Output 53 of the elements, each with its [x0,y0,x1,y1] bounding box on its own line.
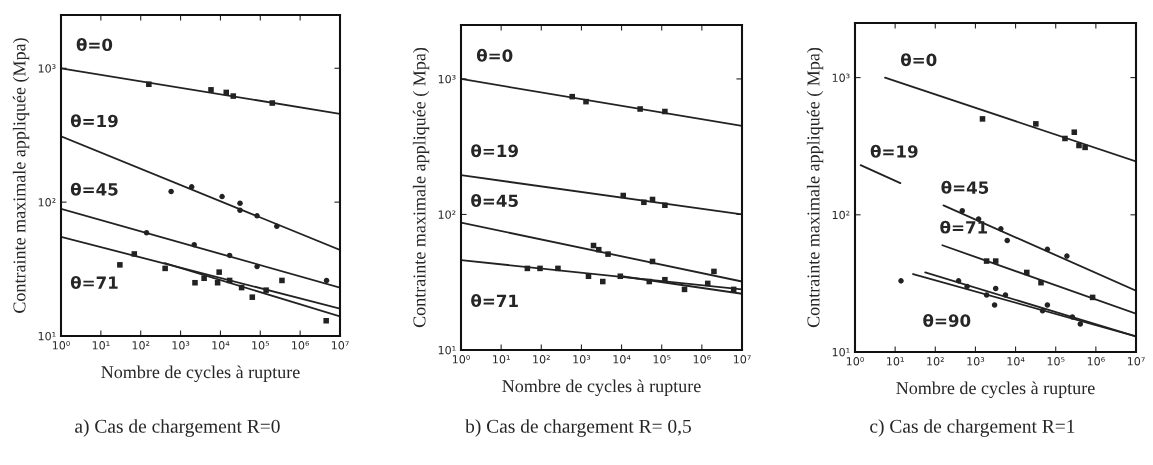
series-label: θ=19 [870,144,918,158]
text: b) Cas de chargement R= 0,5 [465,419,691,437]
x-tick-label: 10⁶ [1087,357,1105,366]
series-label: θ=71 [471,294,518,308]
x-tick-label: 10⁴ [212,341,230,350]
x-tick-label: 10⁴ [613,355,631,364]
series-label: θ=45 [471,194,518,208]
x-tick-label: 10² [927,357,944,366]
y-tick-label: 10³ [832,73,850,82]
y-tick-label: 10² [38,198,56,207]
x-axis-title: Nombre de cycles à rupture [896,381,1095,398]
text: c) Cas de chargement R=1 [870,419,1075,437]
series-label: θ=19 [471,144,518,158]
x-tick-label: 10³ [172,341,190,350]
x-tick-label: 10¹ [92,341,110,350]
x-axis-title: Nombre de cycles à rupture [101,365,300,382]
y-axis-title: Contrainte maximale appliquée (Mpa) [12,38,30,313]
x-tick-label: 10¹ [887,357,904,366]
legend-label: θ=0 [76,38,113,52]
y-tick-label: 10² [438,210,456,219]
y-tick-label: 10² [832,210,850,220]
y-tick-label: 10³ [438,74,456,84]
x-tick-label: 10⁰ [452,355,470,364]
series-label: θ=90 [923,313,971,327]
x-tick-label: 10⁰ [846,357,864,366]
x-tick-label: 10⁷ [1127,357,1145,366]
x-tick-label: 10⁷ [733,355,751,364]
x-axis-title: Nombre de cycles à rupture [502,379,701,396]
legend-label: θ=0 [476,48,513,62]
x-tick-label: 10¹ [493,355,510,364]
x-tick-label: 10³ [573,355,591,364]
x-tick-label: 10² [533,355,550,364]
x-tick-label: 10⁵ [252,341,270,350]
series-label: θ=19 [70,114,118,128]
x-tick-label: 10⁵ [653,355,671,364]
series-label: θ=45 [941,180,989,194]
x-tick-label: 10⁰ [52,341,70,350]
x-tick-label: 10⁷ [331,341,349,350]
x-tick-label: 10⁴ [1007,357,1025,366]
series-label: θ=0 [900,53,937,67]
x-tick-label: 10⁶ [693,355,711,364]
x-tick-label: 10⁵ [1047,357,1065,366]
series-label: θ=45 [70,182,118,196]
y-axis-title: Contrainte maximale appliquée ( Mpa) [806,47,824,328]
text: a) Cas de chargement R=0 [75,419,280,437]
series-label: θ=71 [940,220,988,234]
x-tick-label: 10⁶ [292,341,310,350]
x-tick-label: 10³ [967,357,985,366]
x-tick-label: 10² [132,341,150,350]
y-tick-label: 10¹ [38,331,56,341]
series-label: θ=71 [70,275,118,289]
y-tick-label: 10³ [38,64,56,73]
y-axis-title: Contrainte maximale appliquée ( Mpa) [412,47,430,328]
